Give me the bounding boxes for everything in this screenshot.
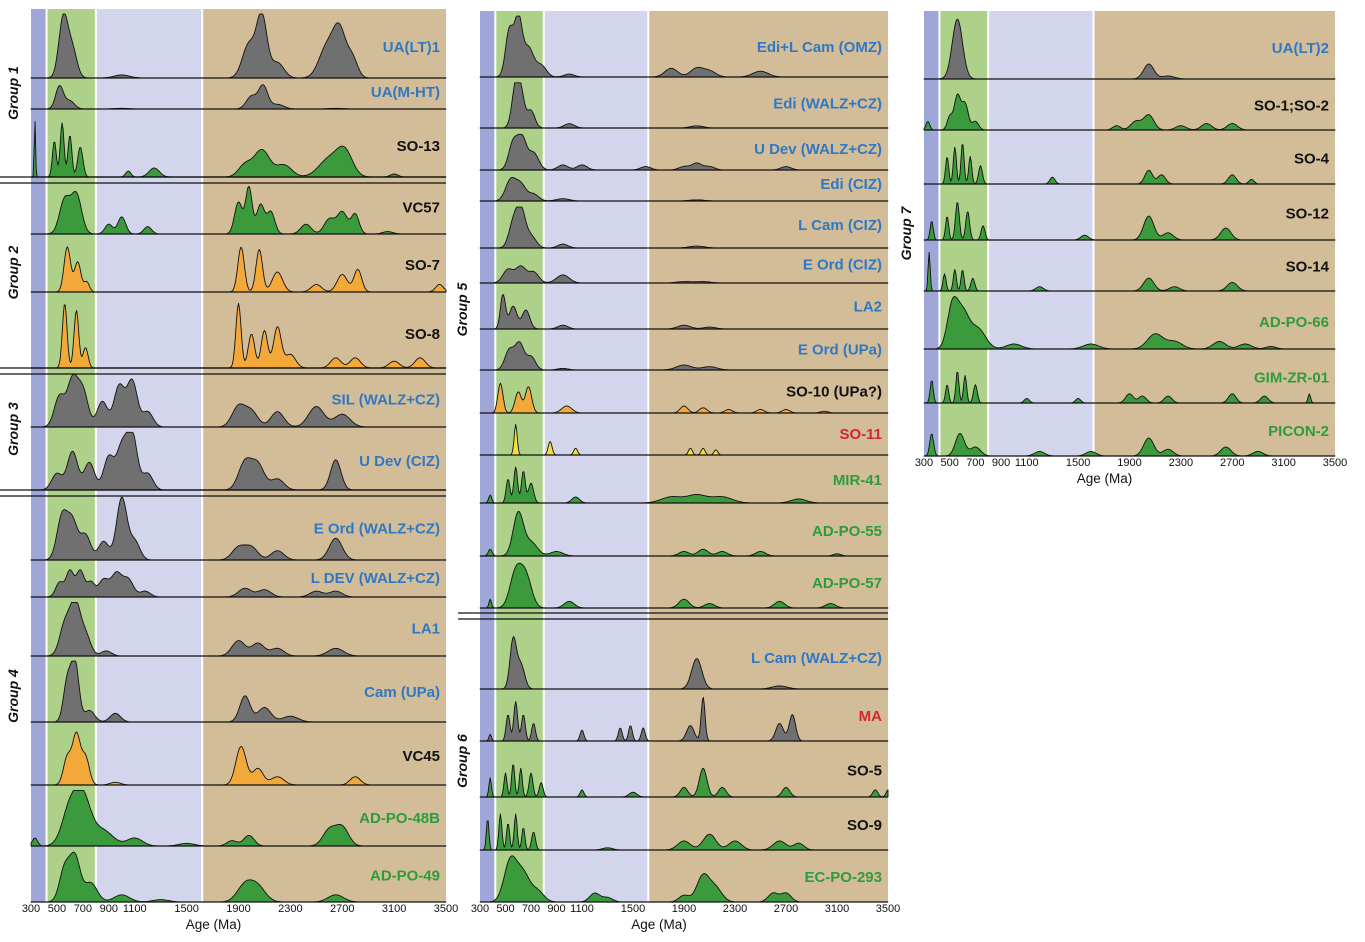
series-label: Edi (WALZ+CZ) bbox=[773, 96, 882, 113]
series-label: GIM-ZR-01 bbox=[1254, 369, 1329, 386]
x-tick-label: 1500 bbox=[621, 903, 645, 915]
series-label: E Ord (CIZ) bbox=[803, 257, 882, 274]
series-label: UA(LT)2 bbox=[1272, 40, 1329, 57]
x-tick-label: 900 bbox=[100, 903, 118, 915]
series-label: SO-11 bbox=[839, 426, 882, 443]
series-label: MA bbox=[859, 708, 882, 725]
x-tick-label: 1500 bbox=[1066, 457, 1090, 469]
x-tick-label: 3100 bbox=[825, 903, 849, 915]
series-label: LA2 bbox=[854, 299, 882, 316]
x-tick-label: 700 bbox=[522, 903, 540, 915]
x-axis-label: Age (Ma) bbox=[1077, 471, 1133, 486]
series-label: Edi (CIZ) bbox=[820, 176, 882, 193]
band-lavender bbox=[543, 11, 649, 902]
band-tan bbox=[1093, 11, 1335, 456]
series-label: SO-10 (UPa?) bbox=[786, 384, 882, 401]
series-label: E Ord (WALZ+CZ) bbox=[314, 520, 440, 537]
x-tick-label: 500 bbox=[48, 903, 66, 915]
series-label: LA1 bbox=[412, 621, 440, 638]
x-tick-label: 2700 bbox=[774, 903, 798, 915]
band-blue bbox=[480, 11, 496, 902]
x-tick-label: 2300 bbox=[723, 903, 747, 915]
group-label: Group 7 bbox=[898, 205, 914, 260]
group-label: Group 6 bbox=[454, 734, 470, 788]
series-label: UA(M-HT) bbox=[371, 84, 440, 101]
series-label: AD-PO-48B bbox=[359, 810, 440, 827]
x-tick-label: 1900 bbox=[1117, 457, 1141, 469]
series-label: L Cam (CIZ) bbox=[798, 217, 882, 234]
group-label: Group 5 bbox=[454, 282, 470, 336]
x-tick-label: 2700 bbox=[330, 903, 354, 915]
x-tick-label: 900 bbox=[547, 903, 565, 915]
series-label: SO-8 bbox=[405, 326, 440, 343]
series-label: AD-PO-55 bbox=[812, 523, 882, 540]
x-tick-label: 1100 bbox=[123, 903, 147, 915]
series-label: EC-PO-293 bbox=[804, 869, 882, 886]
band-lavender bbox=[95, 9, 203, 902]
series-label: E Ord (UPa) bbox=[798, 341, 882, 358]
group-label: Group 3 bbox=[5, 402, 21, 456]
x-tick-label: 300 bbox=[471, 903, 489, 915]
series-label: PICON-2 bbox=[1268, 423, 1329, 440]
panel-left: UA(LT)1 UA(M-HT) SO-13 VC57 SO-7 SO-8 SIL (WAL… bbox=[0, 9, 458, 932]
series-label: L DEV (WALZ+CZ) bbox=[311, 570, 440, 587]
series-label: L Cam (WALZ+CZ) bbox=[751, 650, 882, 667]
x-tick-label: 1100 bbox=[570, 903, 594, 915]
series-label: AD-PO-57 bbox=[812, 575, 882, 592]
x-tick-label: 1100 bbox=[1015, 457, 1039, 469]
series-label: SO-13 bbox=[397, 138, 440, 155]
series-label: UA(LT)1 bbox=[383, 39, 440, 56]
x-tick-label: 3100 bbox=[1271, 457, 1295, 469]
series-label: Edi+L Cam (OMZ) bbox=[757, 39, 882, 56]
x-axis-label: Age (Ma) bbox=[631, 917, 687, 932]
x-tick-label: 500 bbox=[496, 903, 514, 915]
x-tick-label: 300 bbox=[915, 457, 933, 469]
panel-middle: Edi+L Cam (OMZ) Edi (WALZ+CZ) U Dev (WALZ+… bbox=[454, 11, 900, 932]
x-axis-label: Age (Ma) bbox=[186, 917, 242, 932]
band-lavender bbox=[988, 11, 1094, 456]
series-label: SIL (WALZ+CZ) bbox=[332, 392, 440, 409]
x-tick-label: 1900 bbox=[672, 903, 696, 915]
panel-right: UA(LT)2 SO-1;SO-2 SO-4 SO-12 SO-14 AD-PO-66 GI… bbox=[898, 11, 1347, 486]
group-label: Group 4 bbox=[5, 669, 21, 723]
x-tick-label: 300 bbox=[22, 903, 40, 915]
series-label: SO-12 bbox=[1286, 206, 1329, 223]
x-tick-label: 700 bbox=[966, 457, 984, 469]
x-tick-label: 2300 bbox=[1169, 457, 1193, 469]
series-label: AD-PO-49 bbox=[370, 868, 440, 885]
x-tick-label: 3500 bbox=[434, 903, 458, 915]
band-tan bbox=[648, 11, 888, 902]
group-label: Group 2 bbox=[5, 245, 21, 299]
x-tick-label: 900 bbox=[992, 457, 1010, 469]
x-tick-label: 1500 bbox=[174, 903, 198, 915]
series-label: SO-1;SO-2 bbox=[1254, 98, 1329, 115]
group-label: Group 1 bbox=[5, 66, 21, 120]
x-tick-label: 3100 bbox=[382, 903, 406, 915]
band-blue bbox=[31, 9, 47, 902]
x-tick-label: 2300 bbox=[278, 903, 302, 915]
x-tick-label: 2700 bbox=[1220, 457, 1244, 469]
series-label: U Dev (CIZ) bbox=[359, 453, 440, 470]
series-label: AD-PO-66 bbox=[1259, 314, 1329, 331]
series-label: VC45 bbox=[402, 748, 440, 765]
x-tick-label: 500 bbox=[941, 457, 959, 469]
series-label: U Dev (WALZ+CZ) bbox=[754, 141, 882, 158]
series-label: SO-7 bbox=[405, 257, 440, 274]
series-label: MIR-41 bbox=[833, 472, 882, 489]
series-label: VC57 bbox=[402, 199, 440, 216]
x-tick-label: 1900 bbox=[226, 903, 250, 915]
x-tick-label: 700 bbox=[74, 903, 92, 915]
series-label: SO-9 bbox=[847, 817, 882, 834]
series-label: SO-4 bbox=[1294, 150, 1330, 167]
series-label: SO-5 bbox=[847, 763, 882, 780]
series-label: Cam (UPa) bbox=[364, 684, 440, 701]
x-tick-label: 3500 bbox=[1323, 457, 1347, 469]
series-label: SO-14 bbox=[1286, 259, 1330, 276]
x-tick-label: 3500 bbox=[876, 903, 900, 915]
